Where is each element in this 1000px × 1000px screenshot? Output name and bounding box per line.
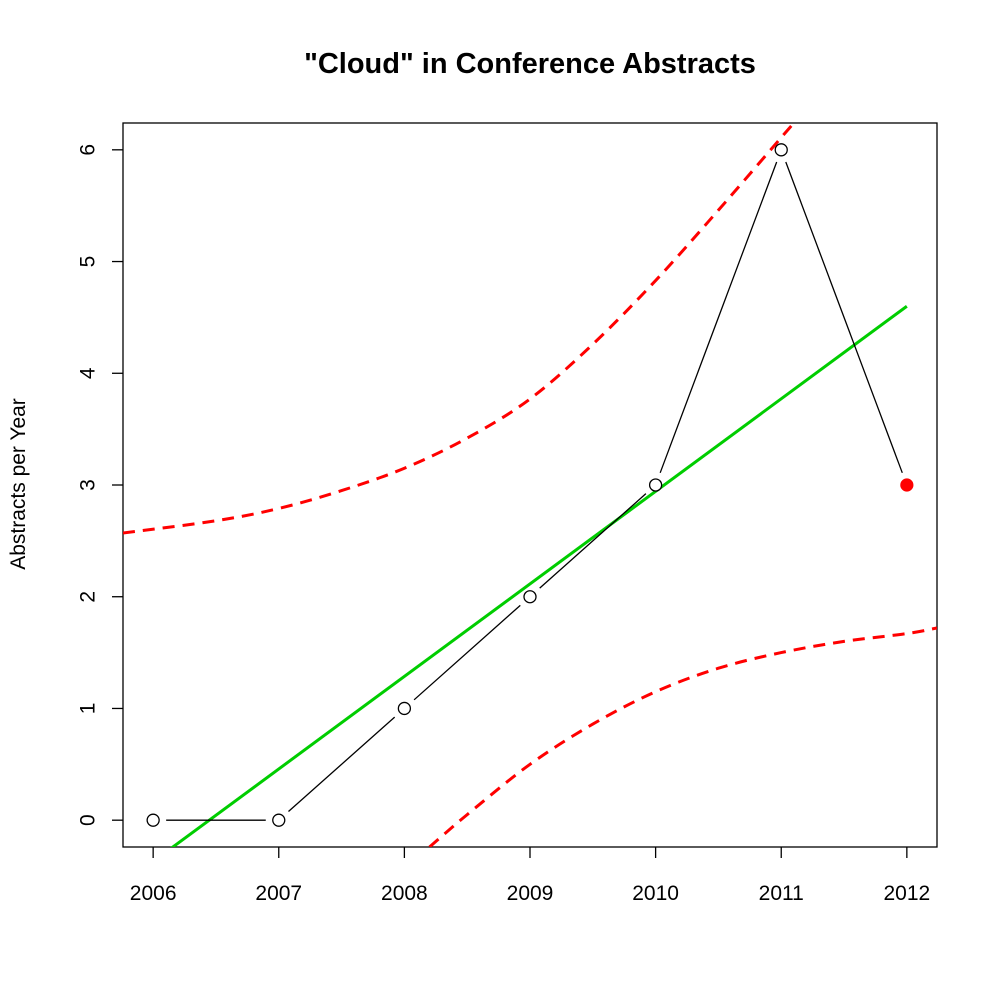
x-tick-label: 2008	[381, 882, 428, 905]
y-tick-label: 5	[76, 256, 99, 268]
lower-band-line	[428, 626, 937, 847]
x-tick-label: 2006	[130, 882, 177, 905]
observed-segment	[539, 493, 647, 589]
y-axis: 0 1 2 3 4 5 6	[76, 144, 123, 826]
observed-point	[146, 813, 160, 827]
y-tick-label: 1	[76, 703, 99, 715]
upper-band-line	[123, 123, 795, 535]
plot-frame	[122, 122, 938, 848]
chart-title: "Cloud" in Conference Abstracts	[304, 48, 756, 80]
observed-point	[397, 701, 412, 716]
plot-area	[122, 122, 938, 848]
x-tick-label: 2012	[883, 882, 930, 905]
observed-point	[648, 478, 663, 492]
observed-segment	[785, 161, 903, 474]
x-tick-label: 2010	[632, 882, 679, 905]
y-tick-label: 0	[76, 814, 99, 826]
y-tick-label: 3	[76, 479, 99, 491]
x-tick-label: 2011	[759, 882, 804, 905]
fit-line	[170, 305, 908, 847]
observed-segment	[659, 161, 778, 474]
x-axis: 2006 2007 2008 2009 2010 2011 2012	[130, 847, 930, 905]
y-tick-label: 4	[76, 367, 99, 379]
y-axis-label: Abstracts per Year	[7, 398, 30, 570]
observed-segment	[413, 604, 521, 701]
x-tick-label: 2007	[255, 882, 302, 905]
highlight-point	[900, 478, 914, 492]
y-tick-label: 2	[76, 591, 99, 603]
observed-point	[774, 143, 788, 157]
x-tick-label: 2009	[507, 882, 554, 905]
observed-segment	[288, 716, 396, 813]
observed-point	[272, 813, 286, 827]
observed-point	[523, 590, 537, 604]
y-tick-label: 6	[76, 144, 99, 156]
plot-content	[123, 123, 937, 847]
